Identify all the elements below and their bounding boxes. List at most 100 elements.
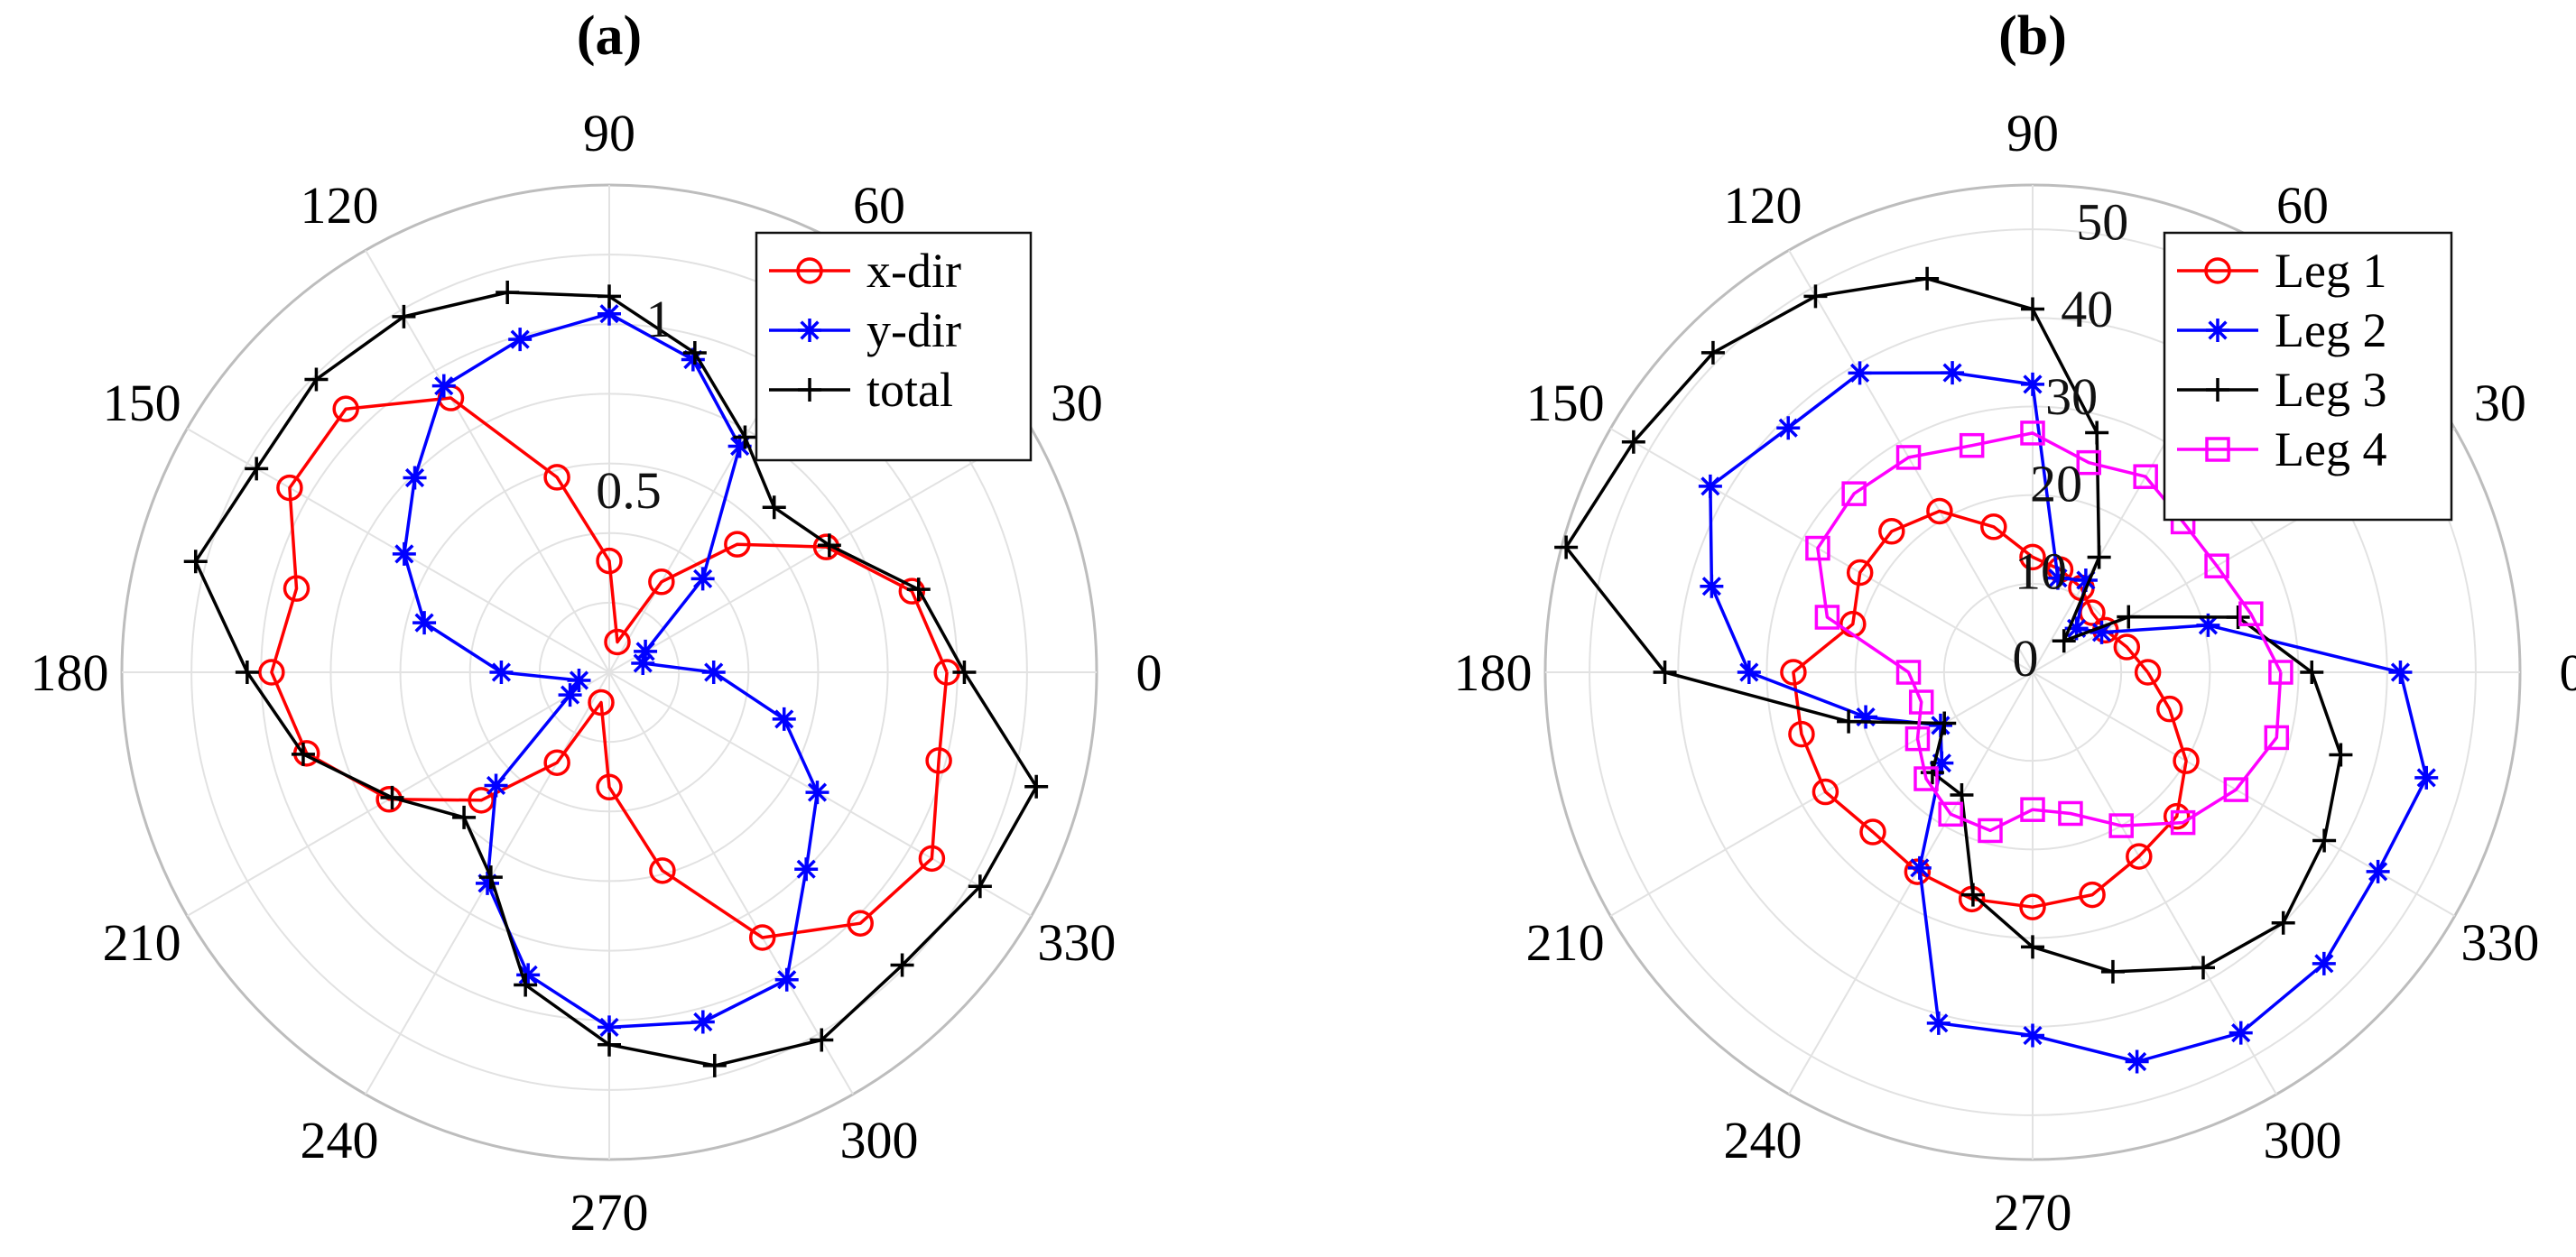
data-point bbox=[2329, 743, 2353, 767]
legend-entry: Leg 3 bbox=[2177, 363, 2386, 417]
angle-tick-label: 210 bbox=[103, 913, 181, 972]
angle-tick-label: 90 bbox=[583, 104, 635, 162]
legend-entry: x-dir bbox=[769, 244, 961, 298]
panel-title-a: (a) bbox=[577, 5, 642, 67]
angle-tick-label: 90 bbox=[2006, 104, 2059, 162]
data-point bbox=[2229, 1021, 2253, 1045]
data-point bbox=[690, 1010, 715, 1034]
data-point bbox=[2271, 910, 2295, 935]
data-point bbox=[1878, 518, 1905, 545]
data-point bbox=[476, 871, 499, 895]
data-point bbox=[598, 284, 621, 309]
angle-tick-label: 300 bbox=[840, 1111, 919, 1169]
data-point bbox=[332, 395, 359, 422]
angle-tick-label: 120 bbox=[301, 176, 379, 235]
data-point bbox=[2312, 951, 2336, 975]
angle-tick-label: 150 bbox=[103, 374, 181, 432]
data-point bbox=[2019, 893, 2046, 920]
data-point bbox=[508, 328, 533, 352]
data-point bbox=[1859, 818, 1886, 846]
data-point bbox=[2079, 881, 2106, 909]
angle-tick-label: 0 bbox=[1136, 643, 1163, 702]
angle-tick-label: 240 bbox=[301, 1111, 379, 1169]
legend-marker bbox=[2206, 378, 2229, 402]
series-line bbox=[270, 396, 949, 939]
series-leg-1 bbox=[1780, 497, 2200, 920]
data-point bbox=[925, 747, 952, 774]
data-point bbox=[690, 567, 715, 591]
data-point bbox=[2173, 747, 2200, 774]
data-point bbox=[2020, 797, 2045, 822]
data-point bbox=[1837, 709, 1861, 734]
data-point bbox=[1653, 661, 1677, 684]
data-point bbox=[2388, 661, 2413, 684]
radial-tick-label: 10 bbox=[2015, 541, 2067, 600]
series-layer-a bbox=[183, 280, 1049, 1077]
data-point bbox=[304, 367, 329, 392]
data-point bbox=[727, 434, 752, 458]
legend-entry: total bbox=[769, 363, 953, 417]
data-point bbox=[1780, 659, 1807, 686]
data-point bbox=[817, 533, 841, 558]
data-point bbox=[2155, 695, 2183, 723]
data-point bbox=[598, 301, 621, 326]
data-point bbox=[412, 611, 437, 635]
data-point bbox=[380, 785, 404, 809]
data-point bbox=[1841, 481, 1867, 506]
data-point bbox=[596, 773, 623, 801]
data-point bbox=[1846, 559, 1874, 587]
data-point bbox=[291, 742, 315, 766]
angle-tick-label: 120 bbox=[1724, 176, 1802, 235]
data-point bbox=[2238, 601, 2264, 626]
radial-tick-label: 1 bbox=[645, 290, 672, 348]
data-point bbox=[2196, 613, 2220, 637]
series-layer-b bbox=[1554, 266, 2439, 1074]
legend-entry: Leg 1 bbox=[2177, 244, 2386, 298]
data-point bbox=[2021, 1023, 2044, 1048]
data-point bbox=[2087, 545, 2111, 569]
data-point bbox=[588, 689, 615, 716]
radial-tick-labels-b: 0 10 20 30 40 50 bbox=[2013, 193, 2129, 688]
data-point bbox=[598, 1032, 621, 1057]
radial-tick-label: 0.5 bbox=[596, 461, 662, 520]
data-point bbox=[1776, 416, 1801, 440]
data-point bbox=[2170, 809, 2196, 836]
series-leg-4 bbox=[1805, 421, 2293, 844]
data-point bbox=[2125, 1049, 2149, 1074]
angle-tick-label: 270 bbox=[570, 1183, 649, 1242]
grid-spoke bbox=[1788, 249, 2034, 673]
data-point bbox=[2090, 620, 2114, 644]
data-point bbox=[648, 568, 675, 596]
data-point bbox=[805, 781, 829, 805]
data-point bbox=[1926, 1011, 1951, 1035]
data-point bbox=[283, 575, 310, 602]
data-point bbox=[2300, 661, 2324, 684]
data-point bbox=[2073, 568, 2098, 592]
data-point bbox=[1907, 855, 1932, 880]
data-point bbox=[2021, 372, 2044, 396]
data-point bbox=[1700, 574, 1724, 598]
data-point bbox=[489, 661, 514, 684]
data-point bbox=[403, 466, 427, 490]
data-point bbox=[1915, 266, 1940, 291]
grid-spoke bbox=[2032, 671, 2456, 917]
legend-label: Leg 4 bbox=[2275, 422, 2386, 476]
data-point bbox=[2204, 553, 2229, 578]
data-point bbox=[2045, 566, 2070, 590]
angle-tick-label: 180 bbox=[1454, 643, 1533, 702]
data-point bbox=[2100, 959, 2125, 984]
data-point bbox=[1895, 660, 1922, 685]
data-point bbox=[452, 805, 477, 829]
legend-entry: Leg 4 bbox=[2177, 422, 2386, 476]
data-point bbox=[468, 787, 495, 814]
data-point bbox=[701, 661, 726, 684]
grid-spoke bbox=[1609, 671, 2034, 917]
data-point bbox=[794, 857, 819, 882]
series-leg-3 bbox=[1554, 266, 2353, 984]
angle-tick-label: 330 bbox=[1037, 913, 1116, 972]
data-point bbox=[702, 1053, 727, 1077]
data-point bbox=[634, 639, 658, 663]
data-point bbox=[543, 749, 570, 776]
